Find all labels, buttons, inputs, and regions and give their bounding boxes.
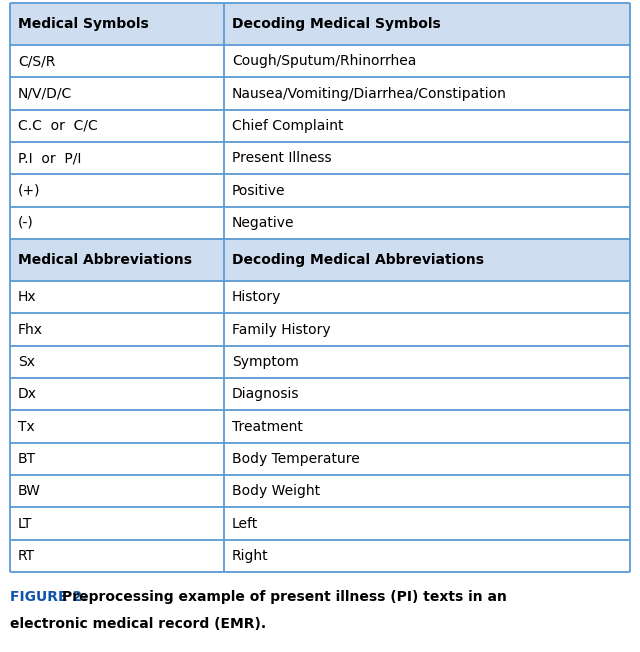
Bar	[224, 314, 630, 346]
Bar	[224, 281, 630, 314]
Text: Negative: Negative	[232, 216, 294, 230]
Text: Treatment: Treatment	[232, 419, 303, 434]
Bar	[224, 78, 630, 110]
Bar	[224, 346, 630, 378]
Text: C.C  or  C/C: C.C or C/C	[18, 119, 98, 133]
Bar	[10, 378, 224, 410]
Bar	[10, 281, 224, 314]
Bar	[224, 410, 630, 443]
Text: Body Weight: Body Weight	[232, 484, 320, 498]
Bar	[10, 174, 224, 207]
Bar	[10, 540, 224, 572]
Text: LT: LT	[18, 516, 32, 531]
Text: electronic medical record (EMR).: electronic medical record (EMR).	[10, 617, 266, 631]
Bar	[224, 174, 630, 207]
Text: RT: RT	[18, 549, 35, 563]
Text: Dx: Dx	[18, 387, 37, 401]
Text: Present Illness: Present Illness	[232, 151, 332, 165]
Bar	[10, 314, 224, 346]
Text: Tx: Tx	[18, 419, 35, 434]
Bar	[224, 110, 630, 142]
Text: Decoding Medical Symbols: Decoding Medical Symbols	[232, 17, 441, 31]
Bar	[224, 45, 630, 78]
Text: (-): (-)	[18, 216, 34, 230]
Text: Left: Left	[232, 516, 259, 531]
Text: History: History	[232, 290, 282, 304]
Text: Medical Symbols: Medical Symbols	[18, 17, 148, 31]
Text: Positive: Positive	[232, 183, 285, 198]
Bar	[10, 78, 224, 110]
Text: FIGURE 2.: FIGURE 2.	[10, 590, 87, 604]
Bar	[10, 207, 224, 239]
Bar	[224, 142, 630, 174]
Bar	[224, 3, 630, 45]
Text: Right: Right	[232, 549, 269, 563]
Bar	[10, 110, 224, 142]
Bar	[10, 45, 224, 78]
Text: N/V/D/C: N/V/D/C	[18, 87, 72, 100]
Text: P.I  or  P/I: P.I or P/I	[18, 151, 81, 165]
Bar	[224, 540, 630, 572]
Bar	[224, 207, 630, 239]
Text: Hx: Hx	[18, 290, 36, 304]
Text: Nausea/Vomiting/Diarrhea/Constipation: Nausea/Vomiting/Diarrhea/Constipation	[232, 87, 507, 100]
Bar	[224, 378, 630, 410]
Bar	[224, 443, 630, 475]
Bar	[224, 475, 630, 507]
Bar	[224, 507, 630, 540]
Text: BW: BW	[18, 484, 41, 498]
Text: Fhx: Fhx	[18, 323, 43, 336]
Text: Decoding Medical Abbreviations: Decoding Medical Abbreviations	[232, 253, 484, 267]
Bar	[10, 507, 224, 540]
Text: (+): (+)	[18, 183, 40, 198]
Bar	[10, 142, 224, 174]
Bar	[10, 346, 224, 378]
Bar	[10, 443, 224, 475]
Bar	[10, 239, 224, 281]
Text: Symptom: Symptom	[232, 355, 299, 369]
Bar	[10, 410, 224, 443]
Text: Body Temperature: Body Temperature	[232, 452, 360, 466]
Text: C/S/R: C/S/R	[18, 54, 55, 68]
Text: Sx: Sx	[18, 355, 35, 369]
Bar	[10, 3, 224, 45]
Bar	[224, 239, 630, 281]
Text: Diagnosis: Diagnosis	[232, 387, 300, 401]
Bar	[10, 475, 224, 507]
Text: Cough/Sputum/Rhinorrhea: Cough/Sputum/Rhinorrhea	[232, 54, 417, 68]
Text: BT: BT	[18, 452, 36, 466]
Text: Family History: Family History	[232, 323, 331, 336]
Text: Preprocessing example of present illness (PI) texts in an: Preprocessing example of present illness…	[62, 590, 507, 604]
Text: Chief Complaint: Chief Complaint	[232, 119, 344, 133]
Text: Medical Abbreviations: Medical Abbreviations	[18, 253, 192, 267]
